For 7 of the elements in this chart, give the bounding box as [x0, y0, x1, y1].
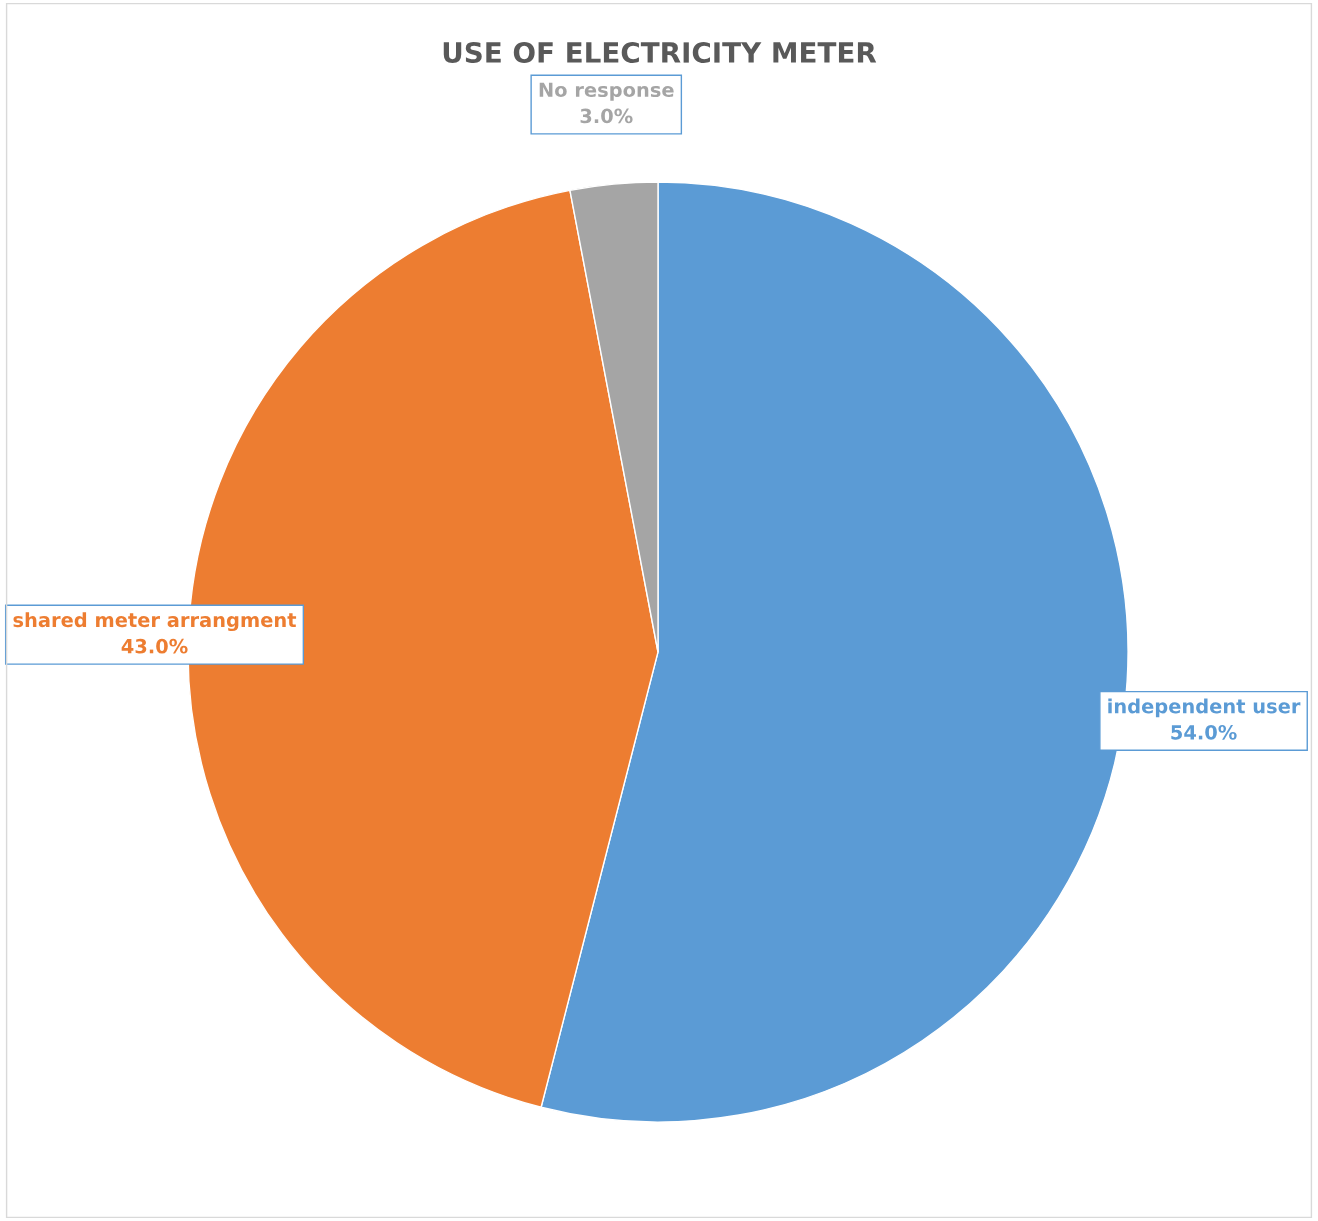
data-label: 43.0% — [121, 638, 188, 654]
slice-label: shared meter arrangment — [13, 612, 297, 632]
slice-label: independent user — [1108, 698, 1301, 718]
slice-label: No response — [539, 82, 674, 101]
data-label: 3.0% — [580, 108, 633, 124]
data-label: 54.0% — [1171, 724, 1237, 740]
chart-title: USE OF ELECTRICITY METER — [443, 41, 877, 63]
